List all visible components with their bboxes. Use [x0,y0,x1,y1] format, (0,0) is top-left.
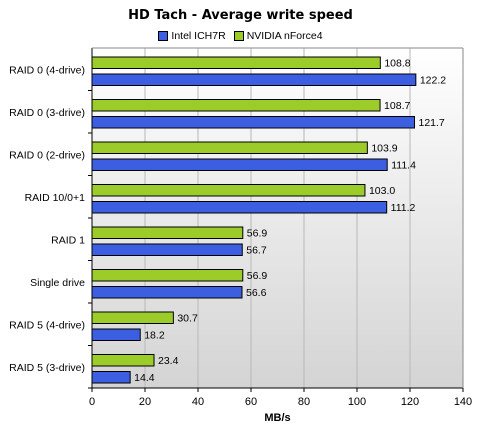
data-label-intel: 111.4 [391,160,416,172]
bar-intel [91,328,141,341]
data-label-intel: 56.7 [246,245,267,257]
data-label-nvidia: 103.9 [371,143,397,155]
bar-nvidia [91,141,368,154]
bar-nvidia [91,56,381,69]
data-label-intel: 18.2 [144,330,165,342]
data-label-intel: 56.6 [246,287,267,299]
legend-item-intel: Intel ICH7R [158,30,226,42]
bar-nvidia [91,269,244,282]
chart-title: HD Tach - Average write speed [128,8,353,23]
bar-intel [91,201,388,214]
data-label-intel: 111.2 [391,202,416,214]
bar-nvidia [91,311,174,324]
category-label: RAID 0 (3-drive) [9,107,85,119]
data-label-nvidia: 56.9 [247,228,268,240]
bar-intel [91,158,388,171]
data-label-intel: 121.7 [419,117,445,129]
category-label: RAID 1 [51,234,85,246]
x-tick-label: 60 [245,396,257,408]
category-label: RAID 0 (4-drive) [9,64,85,76]
x-tick-label: 80 [298,396,310,408]
legend-label-intel: Intel ICH7R [171,30,226,42]
category-label: RAID 0 (2-drive) [9,149,85,161]
bar-intel [91,371,131,384]
legend: Intel ICH7R NVIDIA nForce4 [0,30,481,42]
bar-intel [91,243,243,256]
bar-nvidia [91,226,244,239]
x-axis-label: MB/s [264,412,290,424]
bar-intel [91,116,416,129]
legend-item-nvidia: NVIDIA nForce4 [233,30,323,42]
data-label-intel: 122.2 [420,75,446,87]
x-tick-label: 100 [348,396,366,408]
x-tick-label: 0 [89,396,95,408]
category-label: RAID 5 (4-drive) [9,319,85,331]
category-label: RAID 5 (3-drive) [9,362,85,374]
x-tick-label: 140 [454,396,472,408]
legend-swatch-intel [158,31,169,41]
x-tick-label: 120 [401,396,419,408]
bar-intel [91,73,417,86]
data-label-nvidia: 30.7 [177,313,198,325]
category-label: Single drive [30,277,85,289]
x-tick-label: 20 [139,396,151,408]
bar-intel [91,286,243,299]
category-label: RAID 10/0+1 [25,192,86,204]
data-label-nvidia: 103.0 [369,185,395,197]
bar-nvidia [91,99,381,112]
data-label-nvidia: 108.8 [384,58,410,70]
legend-label-nvidia: NVIDIA nForce4 [246,30,323,42]
bar-nvidia [91,354,155,367]
data-label-nvidia: 108.7 [384,100,410,112]
data-label-nvidia: 23.4 [158,355,179,367]
data-label-nvidia: 56.9 [247,270,268,282]
legend-swatch-nvidia [233,31,244,41]
x-tick-label: 40 [192,396,204,408]
data-label-intel: 14.4 [134,372,155,384]
bar-nvidia [91,184,366,197]
